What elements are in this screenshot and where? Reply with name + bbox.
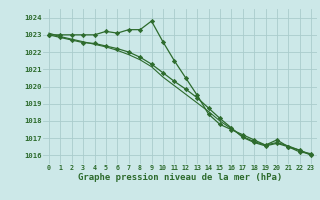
X-axis label: Graphe pression niveau de la mer (hPa): Graphe pression niveau de la mer (hPa) bbox=[78, 173, 282, 182]
